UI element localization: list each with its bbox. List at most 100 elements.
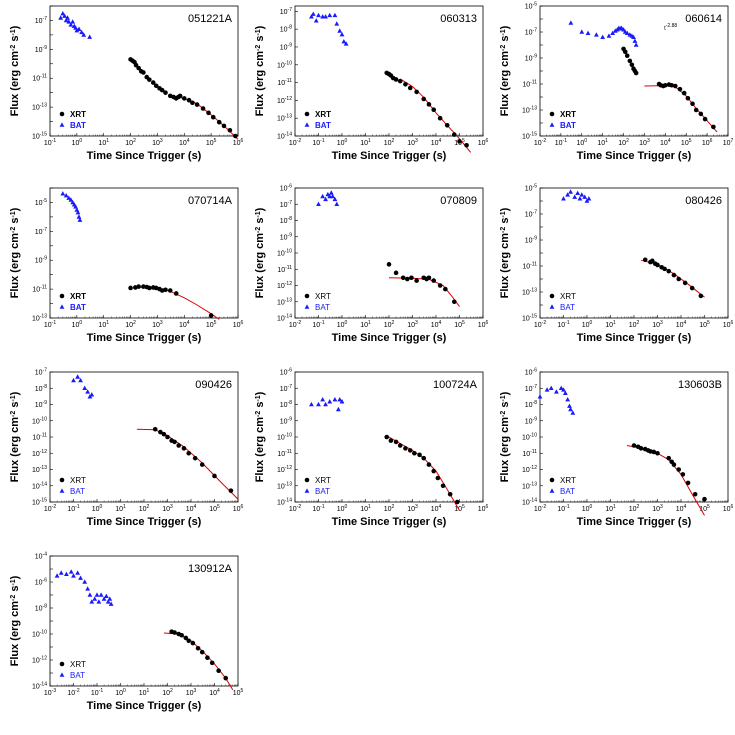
chart-svg: 10-3 10-2 10-1 100 101 102 103 104 105 10-14 10-12… [9, 552, 244, 713]
y-tick-label: 10-4 [35, 552, 47, 561]
xrt-point [407, 448, 413, 453]
grb-name-label: 130912A [188, 563, 233, 575]
xrt-point [631, 443, 637, 448]
xrt-point [443, 286, 448, 292]
legend-bat-label: BAT [70, 671, 85, 680]
xrt-point [451, 299, 457, 305]
bat-point [78, 575, 83, 580]
xrt-point [165, 434, 170, 440]
x-tick-label: 10-1 [312, 504, 324, 513]
xrt-point [681, 90, 687, 96]
y-axis-title: Flux (erg cm-2 s-1) [9, 391, 21, 482]
chart-svg: 10-2 10-1 100 101 102 103 104 105 10610-1410-131… [254, 5, 489, 162]
xrt-point [227, 127, 233, 133]
y-tick-label: 10-7 [280, 384, 292, 393]
xrt-point [186, 97, 192, 103]
xrt-point [404, 276, 410, 282]
x-tick-label: 103 [152, 320, 163, 329]
bat-point [75, 209, 81, 215]
x-tick-label: 104 [179, 320, 190, 329]
xrt-point [397, 78, 403, 84]
x-tick-label: 102 [384, 320, 395, 329]
y-tick-label: 10-10 [277, 249, 292, 258]
bat-point [68, 197, 74, 202]
bat-point [610, 30, 616, 36]
bat-point [323, 196, 328, 202]
xrt-point [177, 93, 183, 99]
x-tick-label: 103 [652, 320, 663, 329]
x-tick-label: 100 [72, 320, 83, 329]
x-tick-label: 106 [702, 138, 713, 147]
grb-panel-090426: 10-2 10-1 100 101 102 103 104 105 106 10-15 10-14 1… [4, 368, 244, 548]
xrt-point [692, 491, 698, 497]
legend-bat-label: BAT [560, 487, 575, 496]
legend-bat-marker [549, 122, 555, 127]
y-tick-label: 10-6 [525, 368, 537, 377]
y-tick-label: 10-10 [32, 416, 47, 425]
bat-point [584, 198, 590, 203]
x-tick-label: 102 [125, 138, 136, 147]
bat-point [75, 374, 81, 379]
bat-point [327, 12, 333, 18]
bat-point [323, 401, 328, 407]
xrt-point [444, 122, 450, 128]
bat-point [562, 390, 568, 395]
y-tick-label: 10-11 [277, 78, 292, 87]
y-axis-title: Flux (erg cm-2 s-1) [254, 207, 266, 298]
xrt-point [212, 473, 217, 479]
legend-bat-marker [59, 122, 65, 127]
bat-point [579, 29, 585, 34]
xrt-point [431, 278, 437, 283]
xrt-point [192, 455, 198, 461]
y-tick-label: 10-13 [277, 114, 292, 123]
legend-xrt-marker [549, 111, 555, 117]
fit-curve [163, 632, 234, 691]
xrt-point [199, 462, 205, 467]
legend-xrt-marker [59, 661, 65, 667]
xrt-point [689, 285, 695, 291]
y-tick-label: 10-13 [522, 481, 537, 490]
bat-point [310, 11, 316, 16]
x-tick-label: 104 [186, 504, 197, 513]
grb-panel-130912A: 10-3 10-2 10-1 100 101 102 103 104 105 10-14 10-12… [4, 552, 244, 732]
y-tick-label: 10-7 [525, 384, 537, 393]
x-tick-label: 104 [676, 320, 687, 329]
bat-point [309, 401, 314, 407]
grb-panel-130603B: 10-2 10-1 100 101 102 103 104 105 106 10-14 10-13 1… [494, 368, 734, 548]
y-tick-label: 10-11 [32, 285, 47, 294]
xrt-point [663, 82, 668, 88]
bat-point [575, 190, 581, 195]
y-tick-label: 10-6 [280, 184, 292, 193]
x-tick-label: 102 [384, 138, 395, 147]
fit-curve [170, 95, 239, 140]
x-tick-label: 101 [597, 138, 608, 147]
grb-name-label: 100724A [433, 379, 478, 391]
xrt-point [163, 287, 168, 293]
xrt-point [454, 499, 460, 505]
bat-point [577, 196, 583, 201]
chart-svg: 10-2 10-1 100 101 102 103 104 105 10610-1410-131… [254, 368, 489, 529]
x-tick-label: 100 [337, 504, 348, 513]
legend-bat-marker [549, 488, 555, 493]
x-tick-label: 105 [699, 504, 710, 513]
xrt-point [228, 488, 234, 493]
y-tick-label: 10-14 [522, 498, 537, 507]
x-tick-label: 10-1 [44, 320, 56, 329]
grb-name-label: 090426 [195, 379, 232, 391]
xrt-point [671, 272, 677, 278]
bat-point [335, 406, 341, 412]
xrt-point [161, 431, 167, 437]
xrt-point [464, 143, 469, 148]
xrt-point [711, 124, 716, 130]
x-tick-label: 101 [98, 138, 109, 147]
y-tick-label: 10-14 [277, 132, 292, 141]
bat-point [606, 33, 612, 38]
xrt-point [233, 133, 238, 139]
legend-xrt-label: XRT [560, 476, 576, 485]
legend-xrt-marker [59, 293, 65, 299]
y-tick-label: 10-8 [35, 604, 47, 613]
xrt-point [173, 291, 179, 296]
bat-point [337, 397, 343, 402]
x-tick-label: 105 [206, 320, 217, 329]
xrt-point [205, 655, 210, 661]
